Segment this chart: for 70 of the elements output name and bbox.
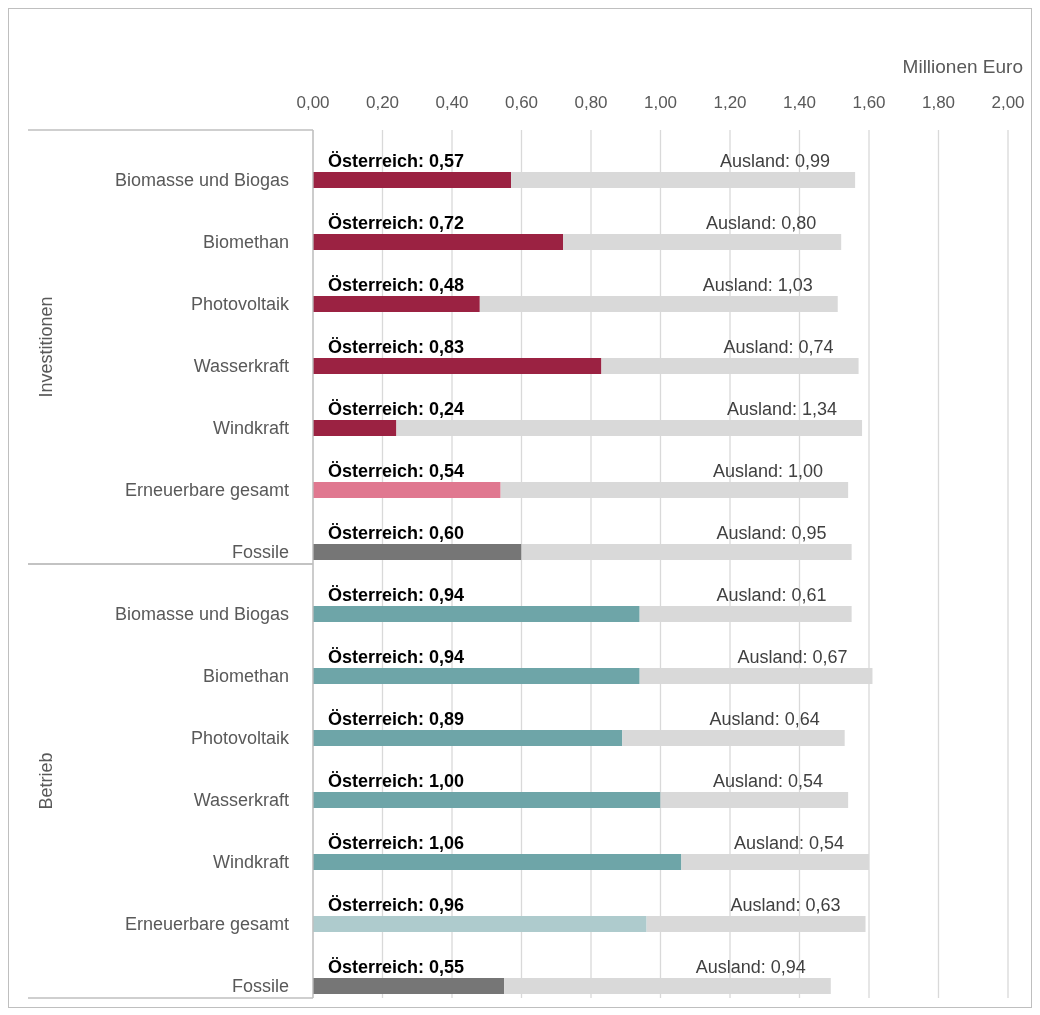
bar — [313, 606, 640, 622]
data-label: Ausland: 0,74 — [723, 337, 834, 357]
data-label: Österreich: 0,89 — [328, 709, 465, 729]
y-tick-label: Windkraft — [212, 418, 289, 438]
y-tick-label: Photovoltaik — [190, 728, 290, 748]
data-label: Ausland: 0,61 — [716, 585, 827, 605]
x-tick-label: 0,00 — [296, 93, 330, 112]
bar — [313, 792, 661, 808]
data-label: Österreich: 0,72 — [328, 213, 465, 233]
y-tick-label: Biomethan — [202, 232, 289, 252]
bar — [313, 668, 640, 684]
text: Investitionen — [36, 296, 56, 398]
y-tick-label: Biomasse und Biogas — [114, 604, 289, 624]
y-tick-label: Wasserkraft — [193, 790, 289, 810]
y-tick-label: Windkraft — [212, 852, 289, 872]
data-label: Ausland: 1,34 — [726, 399, 838, 419]
x-tick-label: 1,60 — [852, 93, 886, 112]
y-tick-label: Biomasse und Biogas — [114, 170, 289, 190]
x-tick-label: 0,80 — [574, 93, 608, 112]
x-tick-label: 1,40 — [782, 93, 817, 112]
data-label: Ausland: 0,80 — [706, 213, 817, 233]
bar — [313, 234, 564, 250]
data-label: Österreich: 0,96 — [328, 895, 465, 915]
x-tick-label: 1,20 — [713, 93, 747, 112]
data-label: Ausland: 0,54 — [713, 771, 824, 791]
data-label: Österreich: 0,54 — [328, 461, 465, 481]
x-tick-label: 2,00 — [991, 93, 1025, 112]
data-label: Ausland: 0,99 — [720, 151, 831, 171]
data-label: Ausland: 0,95 — [716, 523, 827, 543]
data-label: Österreich: 0,55 — [328, 957, 465, 977]
x-tick-label: 0,40 — [435, 93, 469, 112]
x-tick-label: 0,20 — [365, 93, 400, 112]
bar — [313, 482, 501, 498]
y-tick-label: Biomethan — [202, 666, 289, 686]
bar — [313, 296, 480, 312]
y-tick-label: Erneuerbare gesamt — [124, 914, 289, 934]
bar — [313, 420, 397, 436]
y-tick-label: Fossile — [231, 976, 289, 996]
bar — [313, 978, 505, 994]
data-label: Ausland: 0,54 — [733, 833, 844, 853]
text: Betrieb — [36, 752, 56, 810]
bar — [313, 358, 602, 374]
data-label: Österreich: 0,48 — [328, 275, 465, 295]
y-tick-label: Erneuerbare gesamt — [124, 480, 289, 500]
data-label: Österreich: 0,57 — [328, 151, 465, 171]
y-tick-label: Fossile — [231, 542, 289, 562]
x-tick-label: 1,80 — [921, 93, 956, 112]
data-label: Österreich: 0,94 — [328, 585, 465, 605]
data-label: Österreich: 1,00 — [328, 771, 465, 791]
bar — [313, 544, 522, 560]
data-label: Österreich: 0,83 — [328, 337, 465, 357]
data-label: Ausland: 0,94 — [695, 957, 806, 977]
data-label: Ausland: 1,03 — [702, 275, 813, 295]
bar — [313, 172, 512, 188]
bar — [313, 854, 682, 870]
data-label: Österreich: 0,60 — [328, 523, 465, 543]
y-tick-label: Wasserkraft — [193, 356, 289, 376]
data-label: Österreich: 1,06 — [328, 833, 465, 853]
data-label: Österreich: 0,24 — [328, 399, 465, 419]
data-label: Ausland: 0,63 — [730, 895, 841, 915]
data-label: Österreich: 0,94 — [328, 647, 465, 667]
x-tick-label: 1,00 — [643, 93, 678, 112]
y-tick-label: Photovoltaik — [190, 294, 290, 314]
x-axis-title: Millionen Euro — [902, 56, 1023, 77]
bar — [313, 730, 623, 746]
data-label: Ausland: 0,67 — [737, 647, 848, 667]
data-label: Ausland: 0,64 — [709, 709, 820, 729]
x-tick-label: 0,60 — [504, 93, 539, 112]
bar — [313, 916, 647, 932]
data-label: Ausland: 1,00 — [713, 461, 824, 481]
